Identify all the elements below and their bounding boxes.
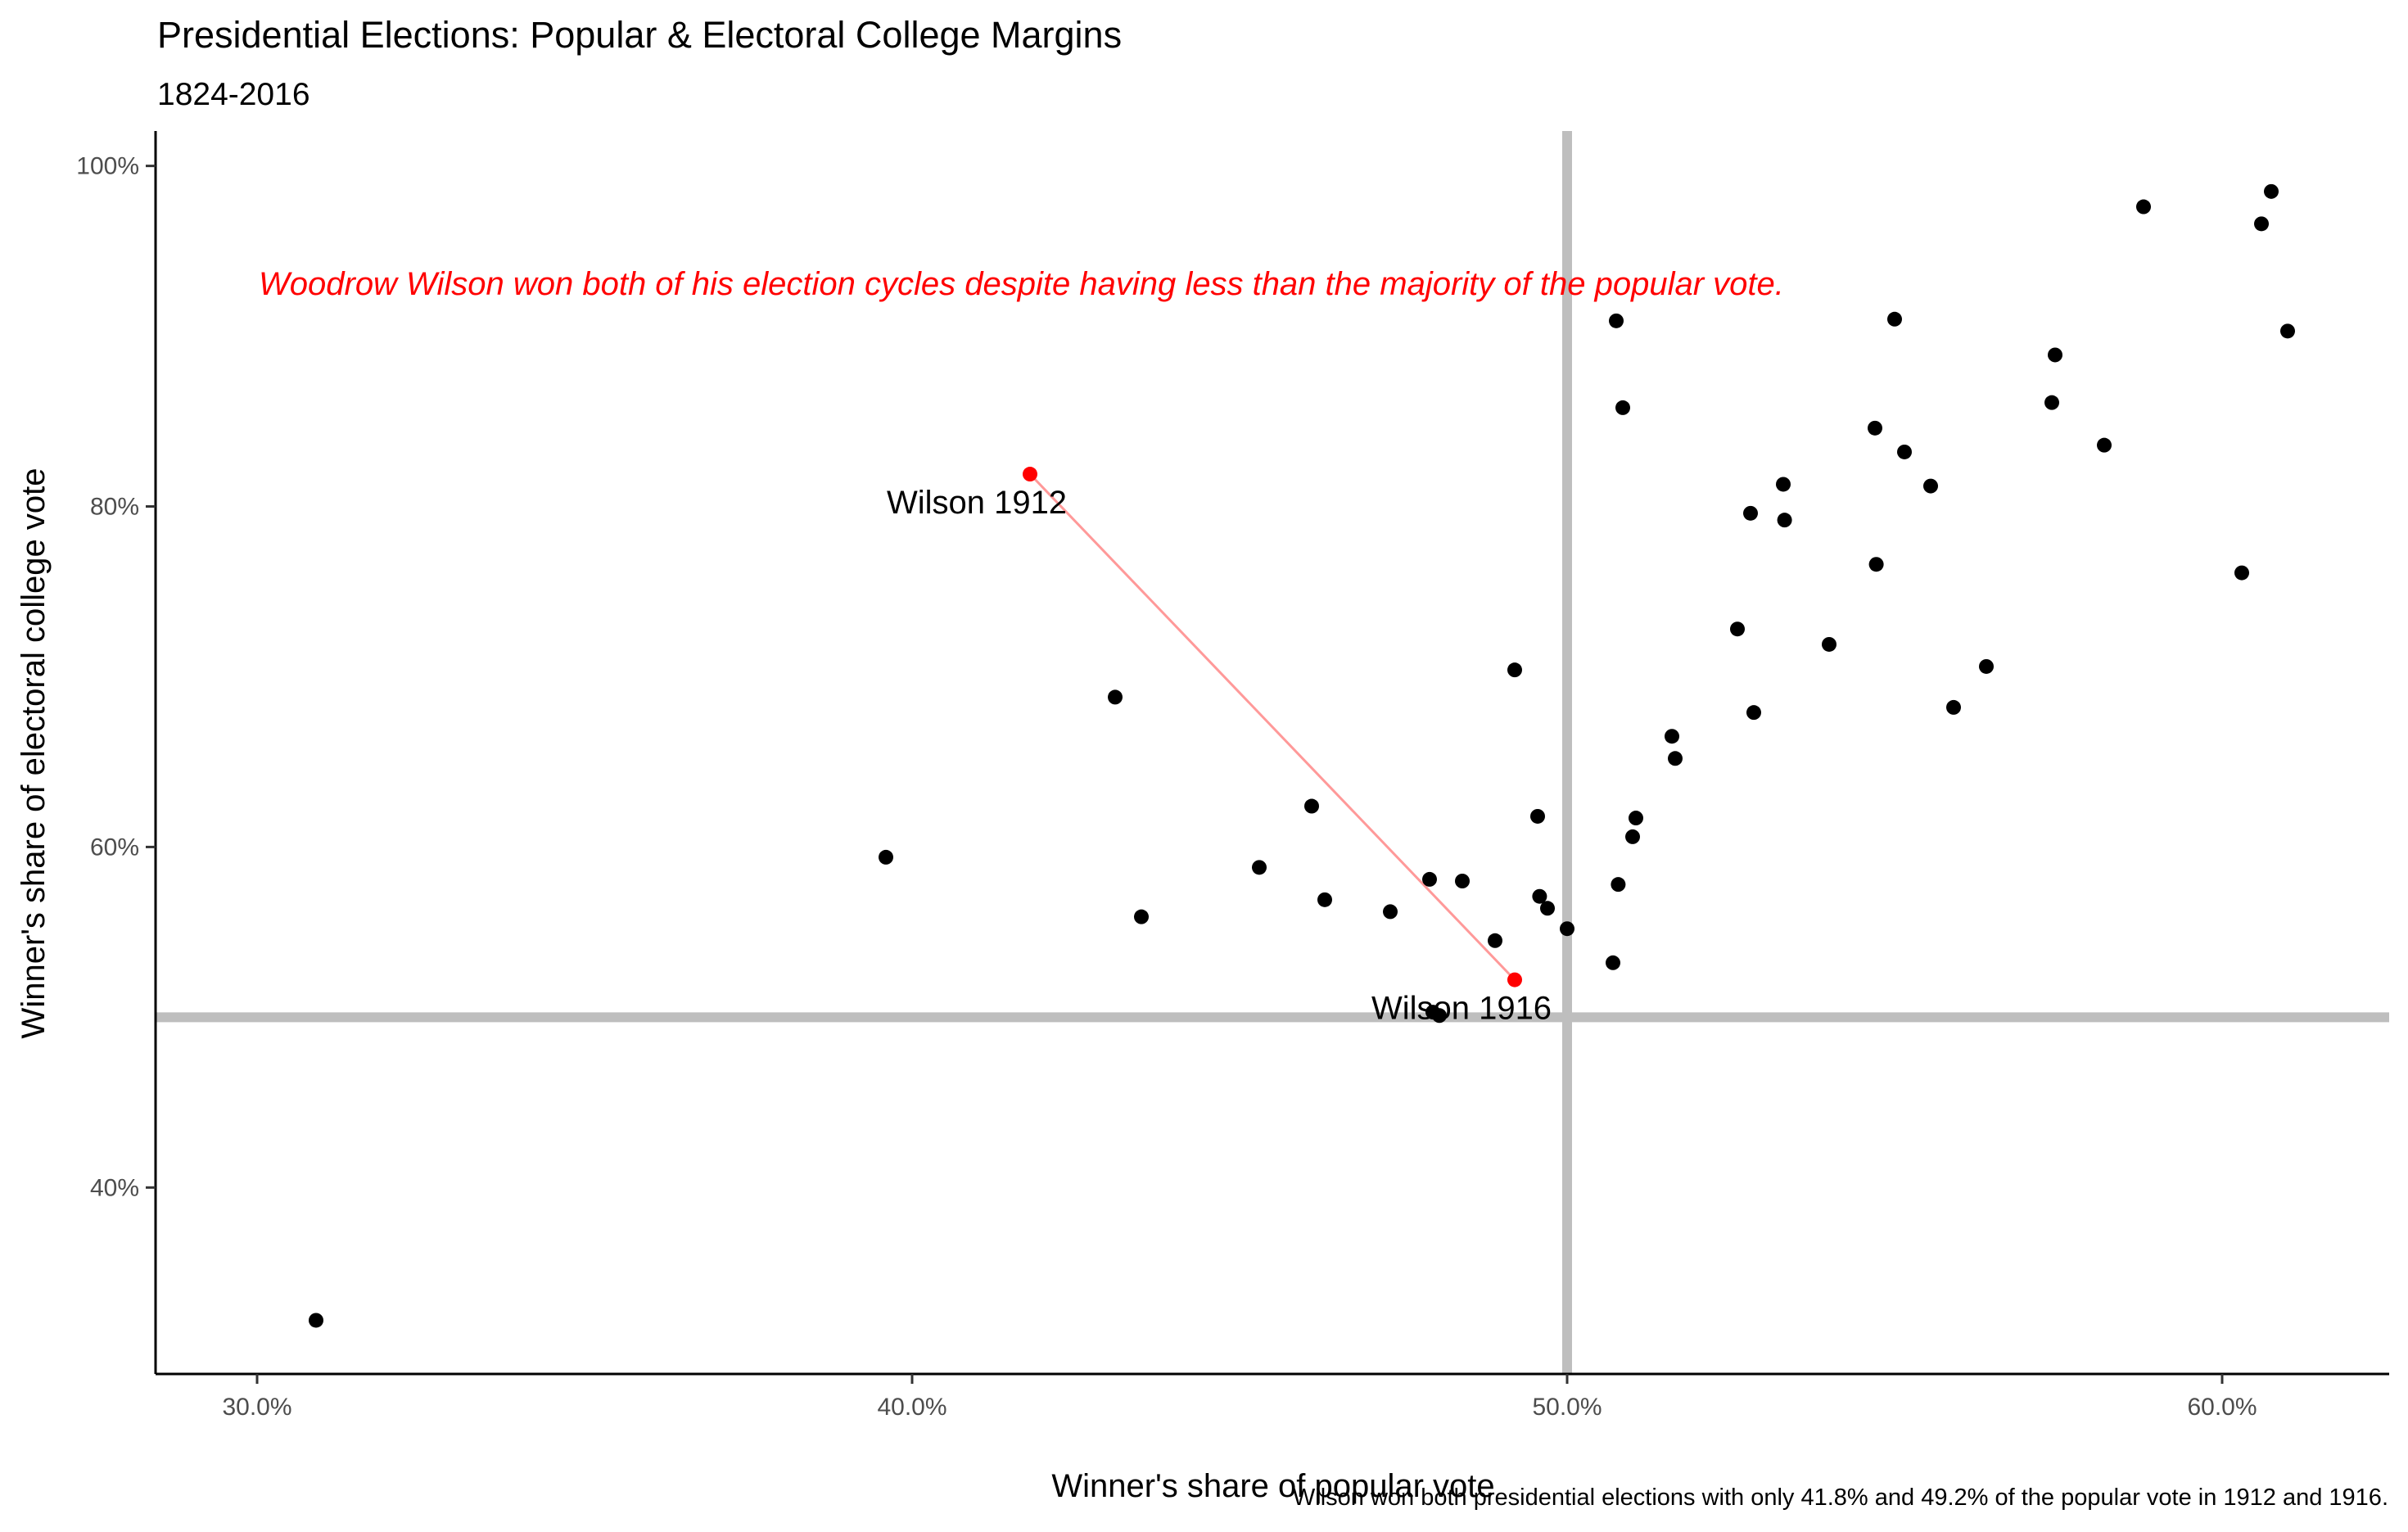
highlight-label: Wilson 1912 [887,485,1067,521]
y-tick-label: 40% [90,1174,139,1201]
y-axis-ticks: 40% 60% 80% 100% [76,153,156,1201]
data-points [309,183,2295,1328]
data-point [2234,565,2249,581]
data-point [1946,699,1961,715]
data-point [309,1313,323,1328]
data-point [2254,216,2269,232]
data-point [1665,729,1679,744]
data-point [2044,395,2059,410]
highlight-point [1023,467,1037,482]
data-point [1611,877,1626,893]
y-axis-label: Winner's share of electoral college vote [16,468,52,1039]
data-point [1532,888,1547,904]
data-point [2136,199,2151,215]
data-point [2264,183,2279,199]
data-point [1746,705,1761,721]
data-point [1317,892,1332,907]
highlight-label: Wilson 1916 [1371,991,1552,1027]
data-point [2048,347,2062,363]
data-point [1777,513,1792,528]
x-tick-label: 60.0% [2187,1394,2257,1421]
data-point [1108,689,1123,705]
data-point [1383,904,1398,920]
wilson-connector [1028,472,1516,981]
chart-annotation: Woodrow Wilson won both of his election … [259,266,1784,302]
x-tick-label: 30.0% [222,1394,291,1421]
data-point [1625,829,1640,844]
data-point [1668,751,1683,766]
chart-caption: Wilson won both presidential elections w… [1293,1485,2388,1511]
data-point [1979,658,1994,674]
data-point [1252,860,1267,875]
data-point [1560,921,1574,937]
data-point [1629,811,1643,826]
chart-title: Presidential Elections: Popular & Electo… [157,14,1122,56]
x-tick-label: 50.0% [1532,1394,1602,1421]
data-point [1507,662,1522,678]
data-point [1822,636,1836,652]
data-point [2280,323,2295,339]
data-point [1540,901,1555,916]
data-point [1887,311,1902,327]
data-point [1304,798,1319,814]
y-tick-label: 80% [90,494,139,521]
data-point [1743,505,1758,521]
data-point [1455,873,1470,888]
highlight-point [1507,972,1522,987]
chart-subtitle: 1824-2016 [157,77,310,112]
data-point [1134,909,1149,924]
x-axis-label: Winner's share of popular vote [1051,1468,1494,1504]
data-point [1530,808,1545,824]
y-tick-label: 60% [90,834,139,861]
data-point [1488,933,1502,948]
data-point [1730,621,1745,637]
reference-lines [156,131,2389,1374]
x-axis-ticks: 30.0% 40.0% 50.0% 60.0% [222,1374,2257,1421]
y-tick-label: 100% [76,153,139,180]
data-point [1432,1008,1447,1024]
data-point [1897,444,1912,459]
data-point [1923,478,1938,494]
data-point [1615,400,1630,415]
data-point [2097,437,2112,453]
x-tick-label: 40.0% [877,1394,946,1421]
axes [154,131,2389,1376]
data-point [1868,557,1884,572]
data-point [1776,477,1791,492]
data-point [879,849,893,865]
data-point [1422,871,1437,887]
data-point [1609,313,1624,328]
wilson-connector-line [1028,472,1516,981]
data-point [1868,420,1882,436]
highlighted-points: Wilson 1912 Wilson 1916 [887,467,1552,1027]
data-point [1606,955,1620,970]
